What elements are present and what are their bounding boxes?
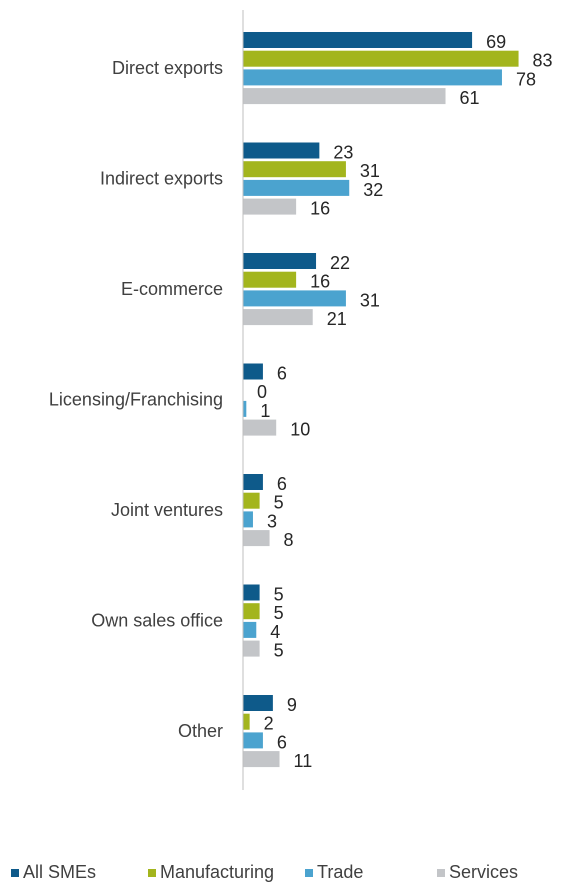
value-label-joint-ventures-manufacturing: 5 — [274, 493, 284, 513]
value-label-own-sales-office-services: 5 — [274, 641, 284, 661]
value-label-joint-ventures-all-smes: 6 — [277, 474, 287, 494]
bar-direct-exports-trade — [243, 69, 502, 86]
value-label-e-commerce-all-smes: 22 — [330, 253, 350, 273]
value-label-other-all-smes: 9 — [287, 695, 297, 715]
bar-other-all-smes — [243, 695, 273, 711]
legend-item-trade: Trade — [305, 862, 363, 882]
bar-licensing-franchising-services — [243, 419, 277, 436]
bar-e-commerce-services — [243, 309, 313, 326]
value-label-own-sales-office-all-smes: 5 — [274, 585, 284, 605]
bar-indirect-exports-manufacturing — [243, 161, 346, 178]
bar-indirect-exports-services — [243, 198, 297, 215]
bar-own-sales-office-services — [243, 640, 260, 657]
bar-direct-exports-all-smes — [243, 32, 473, 48]
bar-direct-exports-services — [243, 88, 446, 105]
value-label-joint-ventures-services: 8 — [284, 530, 294, 550]
bar-joint-ventures-manufacturing — [243, 492, 260, 509]
bar-direct-exports-manufacturing — [243, 50, 519, 67]
bar-other-services — [243, 751, 280, 768]
value-label-direct-exports-manufacturing: 83 — [533, 51, 553, 71]
bar-indirect-exports-all-smes — [243, 142, 320, 159]
value-label-indirect-exports-services: 16 — [310, 199, 330, 219]
category-label-own-sales-office: Own sales office — [91, 611, 223, 631]
bar-licensing-franchising-trade — [243, 400, 247, 417]
bar-joint-ventures-trade — [243, 511, 253, 528]
value-label-other-manufacturing: 2 — [264, 714, 274, 734]
bar-e-commerce-manufacturing — [243, 271, 297, 288]
value-label-other-services: 11 — [294, 751, 313, 771]
legend-label-manufacturing: Manufacturing — [160, 862, 274, 882]
bar-joint-ventures-all-smes — [243, 474, 263, 490]
category-label-other: Other — [178, 721, 223, 741]
legend-item-manufacturing: Manufacturing — [148, 862, 274, 882]
category-label-licensing-franchising: Licensing/Franchising — [49, 390, 223, 410]
value-label-licensing-franchising-all-smes: 6 — [277, 364, 287, 384]
value-label-indirect-exports-manufacturing: 31 — [360, 161, 380, 181]
bar-e-commerce-all-smes — [243, 253, 317, 269]
bar-own-sales-office-manufacturing — [243, 603, 260, 620]
legend-swatch-manufacturing — [148, 869, 156, 877]
value-label-e-commerce-services: 21 — [327, 309, 347, 329]
legend-swatch-all-smes — [11, 869, 19, 877]
value-label-direct-exports-services: 61 — [460, 88, 480, 108]
legend-swatch-trade — [305, 869, 313, 877]
value-label-joint-ventures-trade: 3 — [267, 511, 277, 531]
legend-label-trade: Trade — [317, 862, 363, 882]
bar-e-commerce-trade — [243, 290, 346, 307]
value-label-e-commerce-manufacturing: 16 — [310, 272, 330, 292]
value-label-own-sales-office-manufacturing: 5 — [274, 603, 284, 623]
legend-label-all-smes: All SMEs — [23, 862, 96, 882]
value-label-other-trade: 6 — [277, 732, 287, 752]
bar-other-trade — [243, 732, 263, 749]
value-label-own-sales-office-trade: 4 — [270, 622, 280, 642]
bar-own-sales-office-trade — [243, 621, 257, 638]
legend-item-all-smes: All SMEs — [11, 862, 96, 882]
category-label-direct-exports: Direct exports — [112, 58, 223, 78]
category-label-e-commerce: E-commerce — [121, 279, 223, 299]
category-label-joint-ventures: Joint ventures — [111, 500, 223, 520]
legend-item-services: Services — [437, 862, 518, 882]
value-label-e-commerce-trade: 31 — [360, 290, 380, 310]
value-label-direct-exports-trade: 78 — [516, 69, 536, 89]
value-label-licensing-franchising-manufacturing: 0 — [257, 382, 267, 402]
legend: All SMEs Manufacturing Trade Services — [11, 862, 518, 882]
bar-other-manufacturing — [243, 713, 250, 730]
legend-swatch-services — [437, 869, 445, 877]
bar-indirect-exports-trade — [243, 179, 350, 196]
category-label-indirect-exports: Indirect exports — [100, 169, 223, 189]
value-label-licensing-franchising-services: 10 — [290, 420, 310, 440]
bars-layer — [243, 32, 519, 768]
bar-licensing-franchising-all-smes — [243, 363, 263, 380]
bar-joint-ventures-services — [243, 530, 270, 547]
value-label-indirect-exports-all-smes: 23 — [333, 143, 353, 163]
legend-label-services: Services — [449, 862, 518, 882]
value-label-licensing-franchising-trade: 1 — [260, 401, 270, 421]
bar-own-sales-office-all-smes — [243, 584, 260, 601]
value-label-direct-exports-all-smes: 69 — [486, 32, 506, 52]
value-label-indirect-exports-trade: 32 — [363, 180, 383, 200]
